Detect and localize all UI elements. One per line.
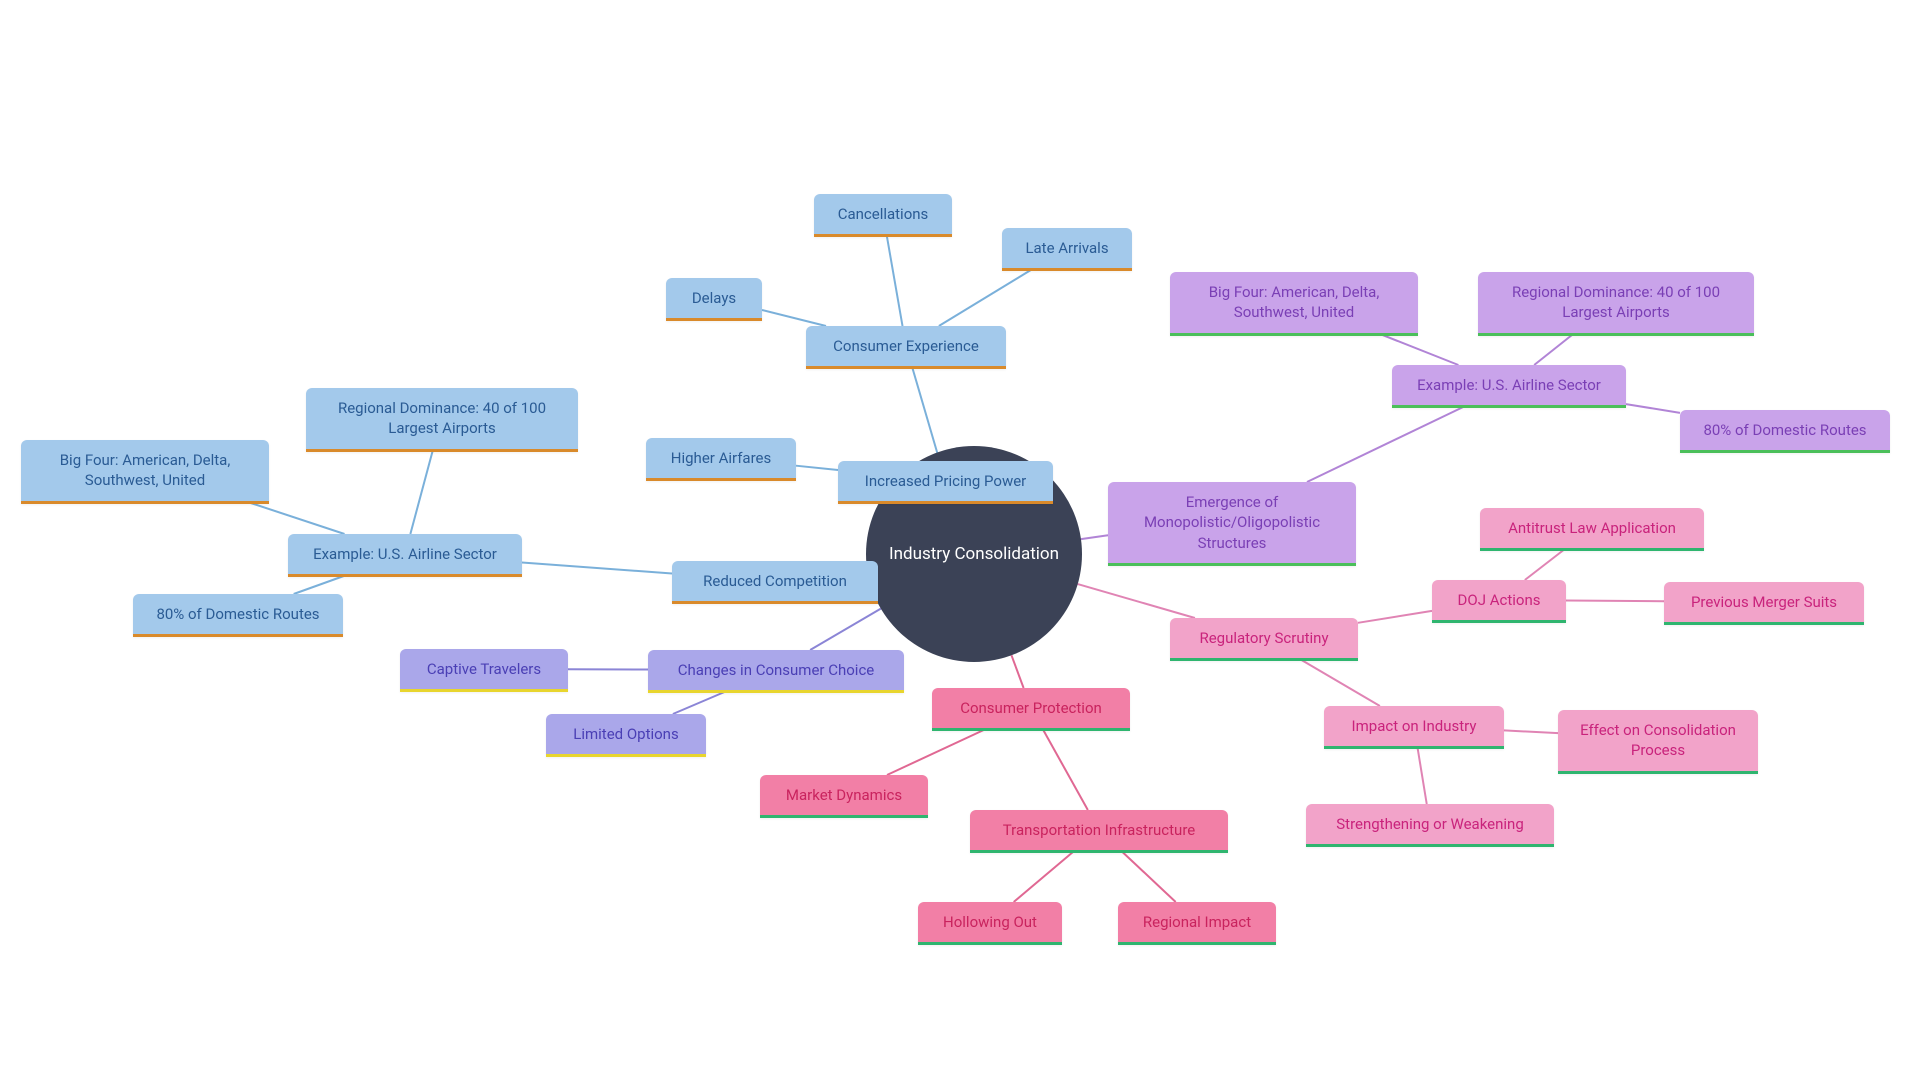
node-cc-lo[interactable]: Limited Options [546, 714, 706, 757]
edge [810, 609, 881, 650]
edge [1120, 850, 1175, 902]
node-ipp-de[interactable]: Delays [666, 278, 762, 321]
node-ipp-af[interactable]: Higher Airfares [646, 438, 796, 481]
node-mo[interactable]: Emergence of Monopolistic/Oligopolistic … [1108, 482, 1356, 566]
edge [1525, 548, 1566, 580]
node-ipp-la[interactable]: Late Arrivals [1002, 228, 1132, 271]
node-label: DOJ Actions [1458, 590, 1541, 610]
node-rs-doj[interactable]: DOJ Actions [1432, 580, 1566, 623]
node-label: 80% of Domestic Routes [1703, 420, 1866, 440]
node-rc-ex[interactable]: Example: U.S. Airline Sector [288, 534, 522, 577]
node-label: Regulatory Scrutiny [1199, 628, 1328, 648]
node-label: Consumer Experience [833, 336, 979, 356]
edge [1307, 405, 1467, 482]
edge [1298, 658, 1380, 706]
node-rc[interactable]: Reduced Competition [672, 561, 878, 604]
node-label: Captive Travelers [427, 659, 541, 679]
node-label: Big Four: American, Delta, Southwest, Un… [1186, 282, 1402, 323]
central-node-label: Industry Consolidation [889, 544, 1059, 564]
node-label: Transportation Infrastructure [1003, 820, 1195, 840]
edge [1011, 655, 1023, 688]
node-rs-ii[interactable]: Impact on Industry [1324, 706, 1504, 749]
node-label: Delays [692, 288, 736, 308]
node-label: Emergence of Monopolistic/Oligopolistic … [1124, 492, 1340, 553]
node-ipp-ca[interactable]: Cancellations [814, 194, 952, 237]
node-ipp[interactable]: Increased Pricing Power [838, 461, 1053, 504]
node-label: Antitrust Law Application [1508, 518, 1676, 538]
mindmap-canvas: Industry Consolidation Reduced Competitio… [0, 0, 1920, 1080]
edge [1358, 611, 1432, 623]
node-label: Strengthening or Weakening [1336, 814, 1524, 834]
node-label: Limited Options [573, 724, 678, 744]
node-label: Example: U.S. Airline Sector [1417, 375, 1601, 395]
node-cc[interactable]: Changes in Consumer Choice [648, 650, 904, 693]
node-mo-80[interactable]: 80% of Domestic Routes [1680, 410, 1890, 453]
node-ipp-ce[interactable]: Consumer Experience [806, 326, 1006, 369]
edge [410, 444, 434, 534]
node-label: Regional Dominance: 40 of 100 Largest Ai… [1494, 282, 1738, 323]
edge [673, 690, 729, 714]
edge [887, 728, 988, 775]
node-label: 80% of Domestic Routes [156, 604, 319, 624]
node-rc-rd[interactable]: Regional Dominance: 40 of 100 Largest Ai… [306, 388, 578, 452]
node-label: Reduced Competition [703, 571, 847, 591]
node-label: Hollowing Out [943, 912, 1037, 932]
edge [1081, 535, 1108, 539]
edge [796, 466, 838, 470]
node-mo-b4[interactable]: Big Four: American, Delta, Southwest, Un… [1170, 272, 1418, 336]
edge [1417, 746, 1426, 804]
node-mo-rd[interactable]: Regional Dominance: 40 of 100 Largest Ai… [1478, 272, 1754, 336]
edge [939, 268, 1034, 326]
node-cp-ho[interactable]: Hollowing Out [918, 902, 1062, 945]
edge [522, 563, 672, 574]
edge [886, 234, 902, 326]
node-label: Late Arrivals [1025, 238, 1108, 258]
node-rs-al[interactable]: Antitrust Law Application [1480, 508, 1704, 551]
node-cp-ri[interactable]: Regional Impact [1118, 902, 1276, 945]
node-rc-b4[interactable]: Big Four: American, Delta, Southwest, Un… [21, 440, 269, 504]
node-label: Impact on Industry [1352, 716, 1477, 736]
node-rs-sw[interactable]: Strengthening or Weakening [1306, 804, 1554, 847]
node-label: Previous Merger Suits [1691, 592, 1837, 612]
node-rc-80[interactable]: 80% of Domestic Routes [133, 594, 343, 637]
node-rs[interactable]: Regulatory Scrutiny [1170, 618, 1358, 661]
edge [1504, 730, 1558, 733]
edge [1566, 601, 1664, 602]
node-label: Effect on Consolidation Process [1574, 720, 1742, 761]
node-label: Consumer Protection [960, 698, 1102, 718]
node-label: Changes in Consumer Choice [678, 660, 875, 680]
node-label: Market Dynamics [786, 785, 902, 805]
node-label: Example: U.S. Airline Sector [313, 544, 497, 564]
node-label: Increased Pricing Power [865, 471, 1027, 491]
edge [1626, 404, 1680, 413]
edge [1078, 584, 1195, 618]
edge [912, 366, 940, 461]
node-label: Regional Impact [1143, 912, 1251, 932]
node-mo-ex[interactable]: Example: U.S. Airline Sector [1392, 365, 1626, 408]
node-cp-ti[interactable]: Transportation Infrastructure [970, 810, 1228, 853]
node-rs-ec[interactable]: Effect on Consolidation Process [1558, 710, 1758, 774]
node-label: Cancellations [838, 204, 929, 224]
node-cp[interactable]: Consumer Protection [932, 688, 1130, 731]
edge [1014, 850, 1076, 902]
node-label: Higher Airfares [671, 448, 771, 468]
edge [762, 310, 826, 326]
node-rs-pm[interactable]: Previous Merger Suits [1664, 582, 1864, 625]
node-label: Big Four: American, Delta, Southwest, Un… [37, 450, 253, 491]
node-cp-md[interactable]: Market Dynamics [760, 775, 928, 818]
node-cc-ct[interactable]: Captive Travelers [400, 649, 568, 692]
node-label: Regional Dominance: 40 of 100 Largest Ai… [322, 398, 562, 439]
edge [1042, 728, 1088, 810]
